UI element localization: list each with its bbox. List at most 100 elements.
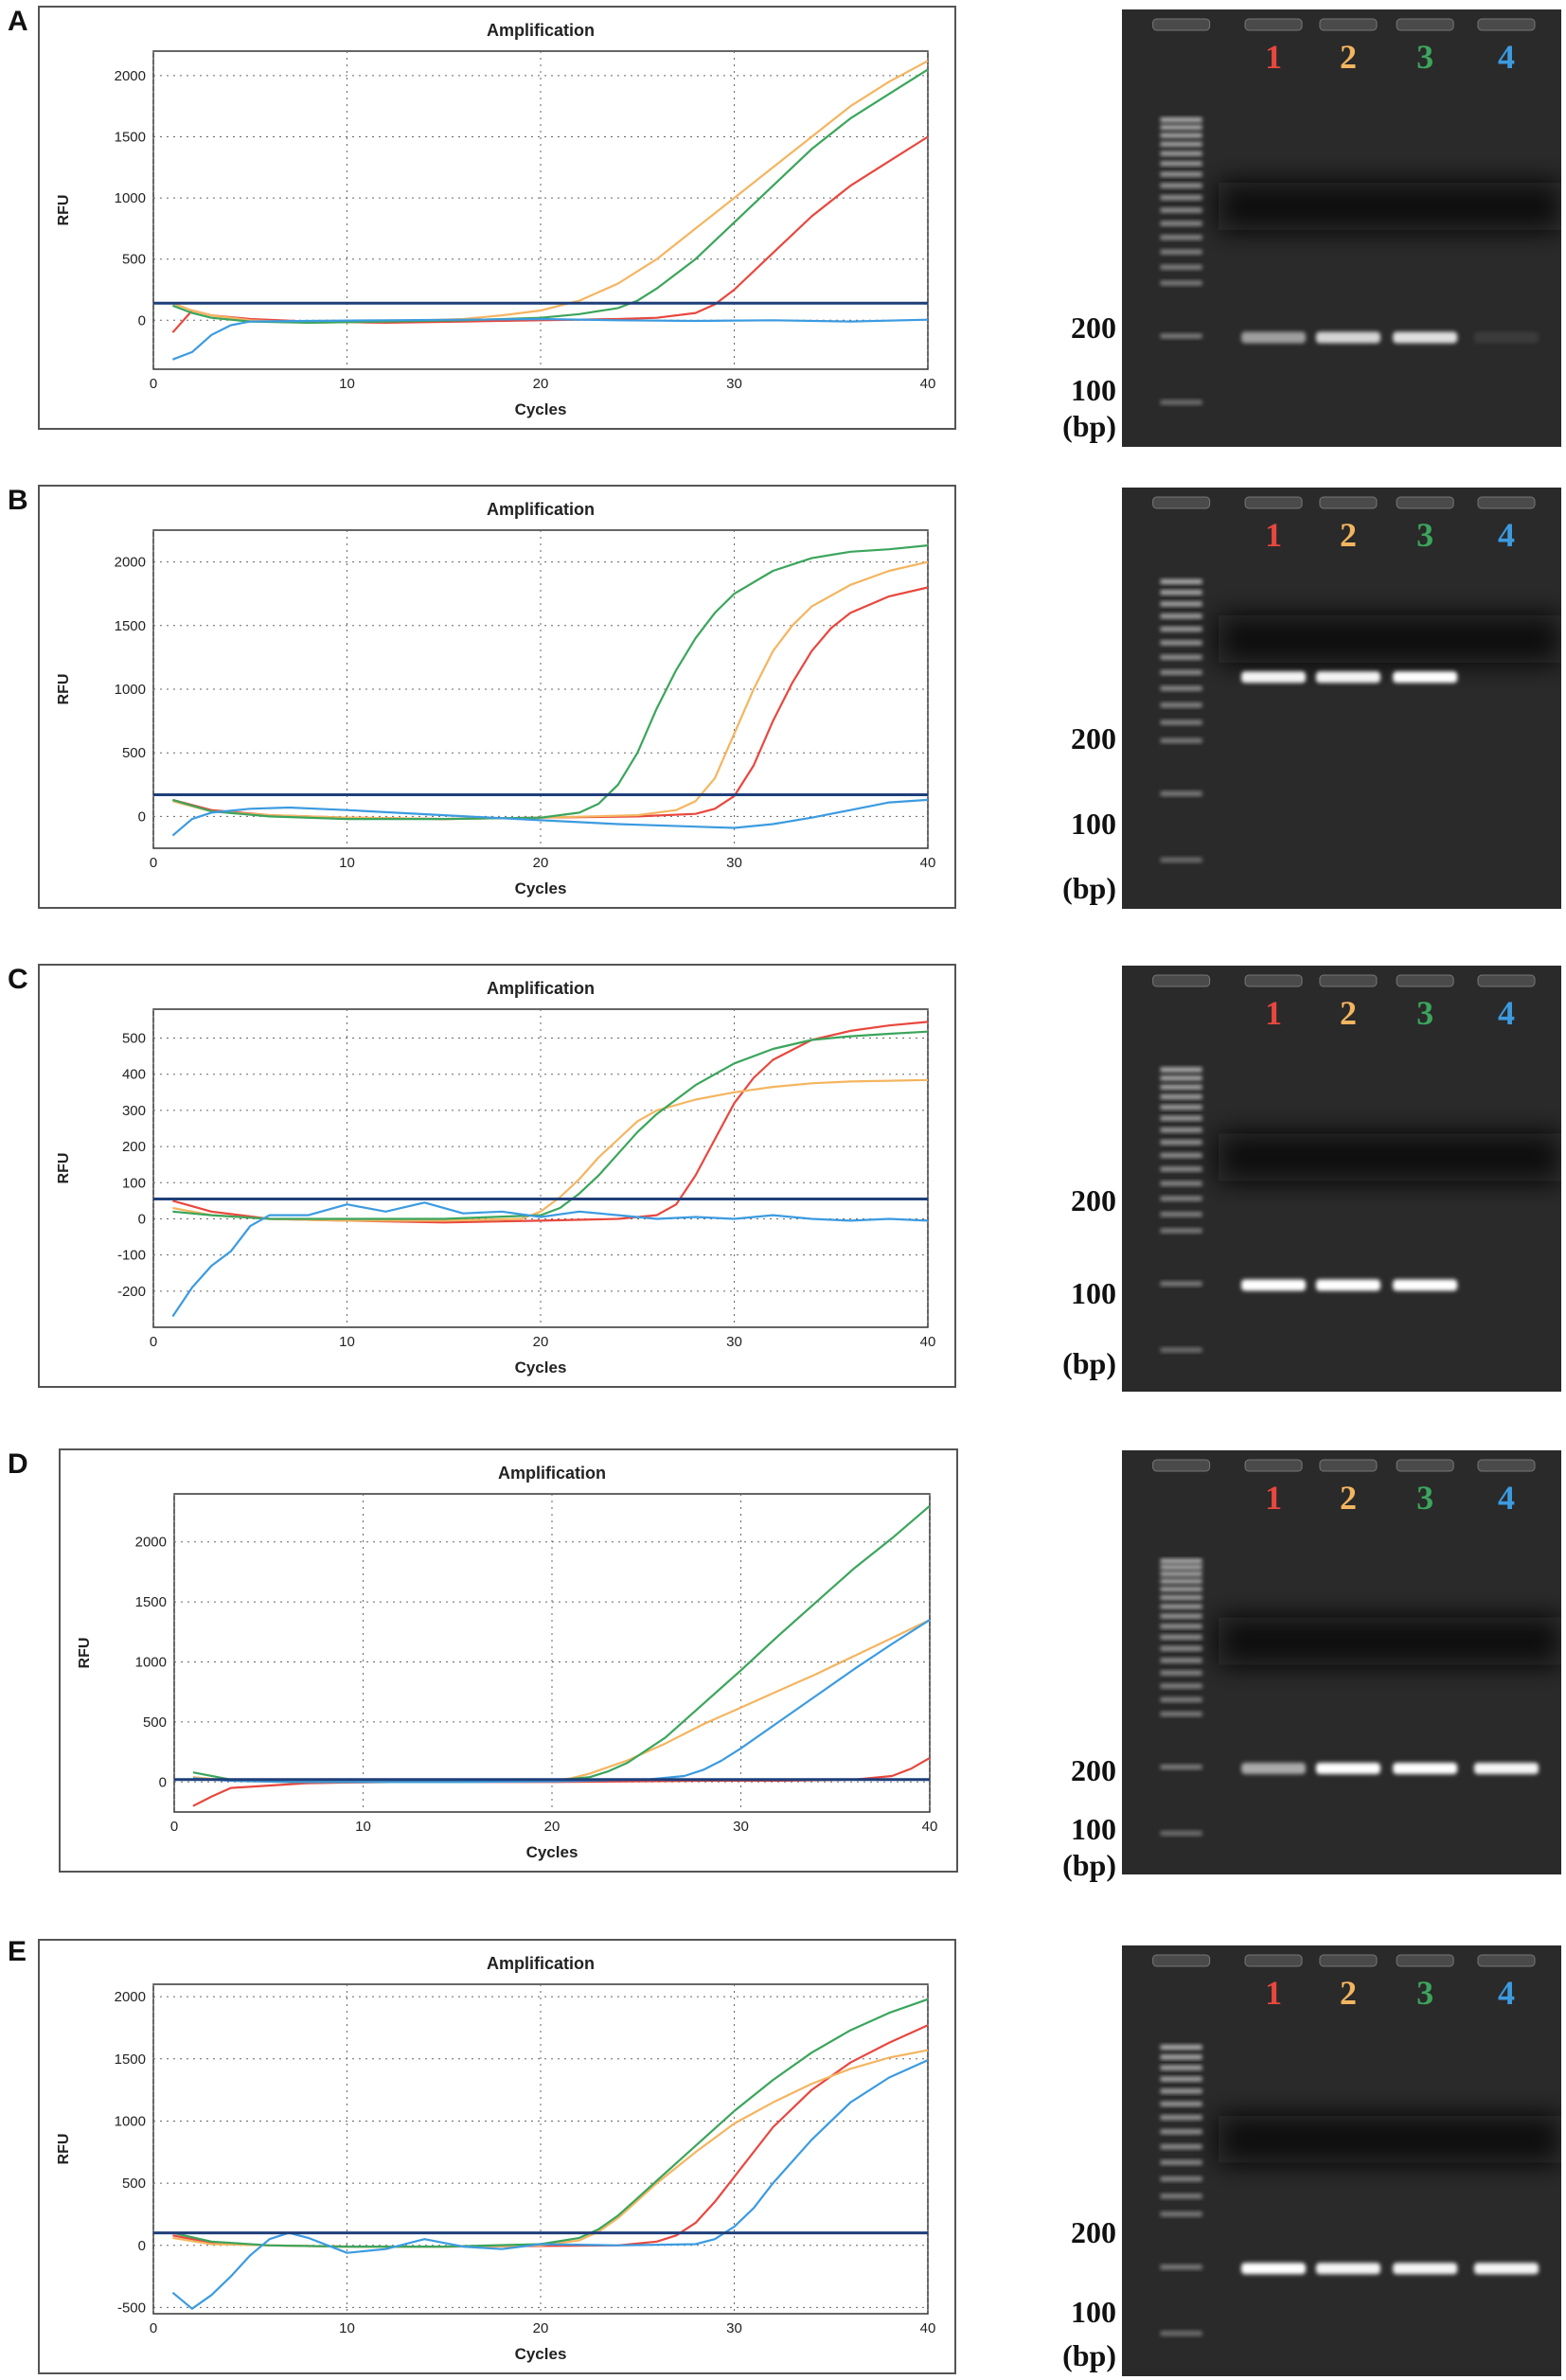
gel-well	[1244, 974, 1303, 987]
gel-well	[1396, 1459, 1454, 1472]
bp-label-200-b: 200	[1071, 721, 1116, 755]
ladder-band	[1160, 1604, 1202, 1609]
lane-label-1: 1	[1265, 516, 1282, 554]
ladder-band	[1160, 1094, 1202, 1100]
x-tick-label: 0	[150, 376, 157, 392]
gel-well	[1244, 496, 1303, 509]
gel-well	[1477, 1954, 1536, 1967]
gel-well	[1319, 18, 1378, 31]
ladder-band	[1160, 151, 1202, 156]
x-tick-label: 20	[533, 1334, 549, 1350]
y-axis-label: RFU	[56, 1153, 72, 1184]
series-line-4	[172, 317, 929, 361]
y-tick-label: 500	[122, 745, 146, 761]
ladder-band-100	[1160, 1347, 1202, 1353]
ladder-band	[1160, 1658, 1202, 1663]
ladder-band	[1160, 221, 1202, 226]
gel-image-c: 1 2 3 4	[1122, 966, 1561, 1392]
series-line-2	[172, 1078, 929, 1222]
bp-unit-label-e: (bp)	[1062, 2338, 1116, 2372]
lane-label-1: 1	[1265, 994, 1282, 1032]
y-axis-label: RFU	[56, 674, 72, 705]
sample-band-lane-1	[1241, 671, 1307, 684]
ladder-band	[1160, 2211, 1202, 2217]
y-tick-label: 400	[122, 1067, 146, 1083]
y-tick-label: 0	[138, 312, 146, 329]
sample-band-lane-4	[1474, 2263, 1539, 2275]
bp-label-100-c: 100	[1071, 1276, 1116, 1310]
chart-title: Amplification	[487, 979, 595, 998]
y-tick-label: 0	[159, 1774, 167, 1790]
lane-label-1: 1	[1265, 38, 1282, 76]
ladder-band	[1160, 280, 1202, 286]
ladder-band	[1160, 1587, 1202, 1592]
series-line-4	[192, 1619, 931, 1784]
ladder-band	[1160, 1140, 1202, 1146]
amplification-chart-e: Amplification 0 10 20 30 40 -500 0 500 1000 1500 20…	[38, 1939, 956, 2374]
gel-dye-front	[1219, 1133, 1561, 1181]
gel-well	[1244, 18, 1303, 31]
ladder-band	[1160, 1128, 1202, 1133]
gel-svg: 1 2 3 4	[1122, 488, 1561, 909]
x-tick-label: 20	[533, 855, 549, 871]
ladder-band	[1160, 2044, 1202, 2050]
panel-letter-c: C	[8, 964, 28, 995]
ladder-band	[1160, 601, 1202, 607]
gel-dye-front	[1219, 615, 1561, 664]
sample-band-lane-4	[1474, 1763, 1539, 1774]
lane-label-1: 1	[1265, 1479, 1282, 1517]
y-tick-label: -200	[117, 1284, 146, 1300]
ladder-band	[1160, 685, 1202, 691]
gel-well	[1396, 974, 1454, 987]
gel-well	[1396, 18, 1454, 31]
ladder-band	[1160, 2129, 1202, 2135]
series-line-4	[171, 798, 929, 837]
bp-label-200-d: 200	[1071, 1753, 1116, 1787]
ladder-band	[1160, 1558, 1202, 1564]
sample-band-lane-4	[1474, 331, 1539, 344]
y-tick-label: 0	[138, 808, 146, 825]
ladder-band	[1160, 1105, 1202, 1110]
gel-well	[1477, 974, 1536, 987]
y-tick-label: 300	[122, 1103, 146, 1119]
x-tick-label: 40	[920, 2320, 936, 2336]
y-tick-label: 500	[122, 252, 146, 268]
series-line-3	[172, 544, 929, 821]
ladder-band	[1160, 133, 1202, 138]
ladder-band	[1160, 264, 1202, 270]
sample-band-lane-1	[1241, 2263, 1307, 2275]
gel-svg: 1 2 3 4	[1122, 966, 1561, 1392]
chart-title: Amplification	[487, 21, 595, 40]
ladder-band	[1160, 2054, 1202, 2060]
ladder-band	[1160, 719, 1202, 725]
ladder-band	[1160, 1565, 1202, 1571]
gel-dye-front	[1219, 1617, 1561, 1665]
x-tick-label: 0	[150, 1334, 157, 1350]
y-tick-label: 1000	[135, 1655, 167, 1671]
lane-label-4: 4	[1498, 516, 1515, 554]
ladder-band	[1160, 1613, 1202, 1619]
ladder-band	[1160, 1595, 1202, 1600]
ladder-band	[1160, 2115, 1202, 2121]
x-tick-label: 0	[150, 855, 157, 871]
ladder-band	[1160, 1696, 1202, 1702]
ladder-band-100	[1160, 400, 1202, 405]
gel-well	[1152, 974, 1211, 987]
gel-well	[1244, 1954, 1303, 1967]
ladder-band	[1160, 124, 1202, 130]
panel-letter-a: A	[8, 6, 28, 37]
y-tick-label: 1500	[135, 1594, 167, 1610]
amplification-chart-c: Amplification 0 10 20 30 40 -200 -100 0 100 200 300…	[38, 964, 956, 1388]
sample-band-lane-2	[1315, 1279, 1380, 1291]
ladder-band	[1160, 1084, 1202, 1090]
chart-title: Amplification	[487, 500, 595, 519]
sample-band-lane-3	[1393, 331, 1458, 344]
chart-title: Amplification	[487, 1954, 595, 1973]
amplification-chart-b: Amplification 0 10 20 30 40 0 500 1000 1500 2000 Cy…	[38, 485, 956, 909]
ladder-band	[1160, 627, 1202, 632]
gel-dye-front	[1219, 182, 1561, 230]
ladder-band	[1160, 2159, 1202, 2165]
ladder-band	[1160, 654, 1202, 660]
gel-well	[1477, 18, 1536, 31]
sample-band-lane-2	[1315, 2263, 1380, 2275]
